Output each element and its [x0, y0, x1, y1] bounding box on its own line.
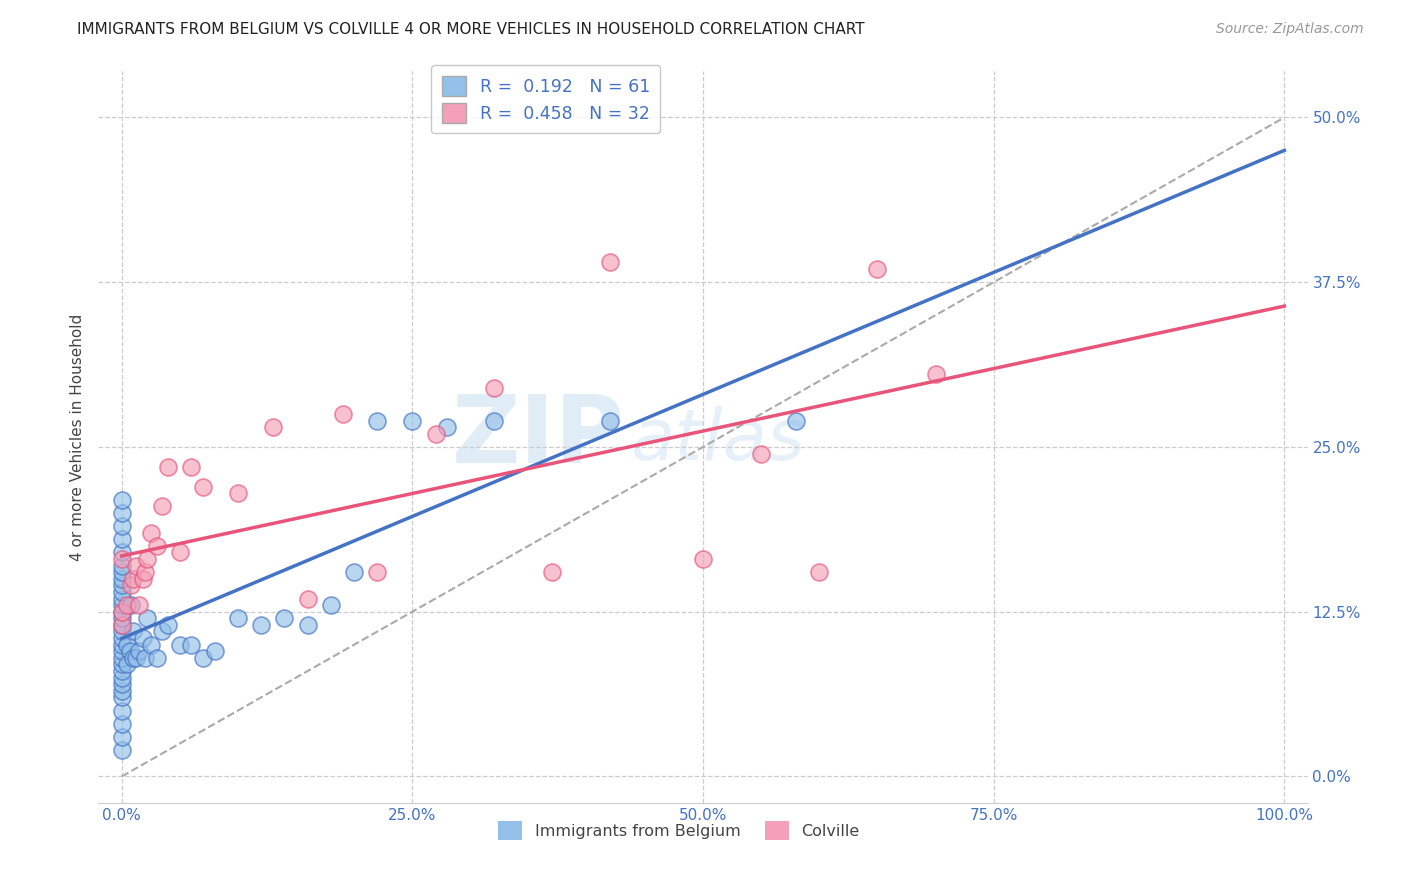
- Point: [111, 519, 134, 533]
- Point: [226, 611, 249, 625]
- Point: [117, 638, 139, 652]
- Point: [785, 414, 807, 428]
- Point: [157, 459, 180, 474]
- Point: [191, 650, 214, 665]
- Point: [111, 650, 134, 665]
- Point: [319, 598, 342, 612]
- Point: [111, 618, 134, 632]
- Point: [111, 716, 134, 731]
- Point: [343, 565, 366, 579]
- Point: [273, 611, 295, 625]
- Point: [120, 578, 142, 592]
- Point: [150, 500, 173, 514]
- Point: [139, 525, 162, 540]
- Point: [128, 644, 150, 658]
- Point: [124, 650, 146, 665]
- Point: [482, 381, 505, 395]
- Point: [111, 638, 134, 652]
- Point: [131, 631, 153, 645]
- Point: [180, 459, 202, 474]
- Point: [128, 598, 150, 612]
- Legend: Immigrants from Belgium, Colville: Immigrants from Belgium, Colville: [492, 814, 866, 846]
- Point: [111, 671, 134, 685]
- Point: [136, 552, 159, 566]
- Point: [366, 565, 388, 579]
- Point: [866, 262, 889, 277]
- Point: [111, 730, 134, 744]
- Point: [262, 420, 284, 434]
- Point: [111, 631, 134, 645]
- Point: [131, 572, 153, 586]
- Point: [111, 492, 134, 507]
- Point: [111, 533, 134, 547]
- Point: [180, 638, 202, 652]
- Point: [111, 664, 134, 678]
- Point: [111, 683, 134, 698]
- Point: [111, 598, 134, 612]
- Point: [226, 486, 249, 500]
- Point: [401, 414, 423, 428]
- Point: [425, 426, 447, 441]
- Point: [204, 644, 226, 658]
- Point: [145, 539, 167, 553]
- Point: [150, 624, 173, 639]
- Point: [482, 414, 505, 428]
- Point: [297, 618, 319, 632]
- Point: [599, 414, 621, 428]
- Point: [692, 552, 714, 566]
- Point: [250, 618, 273, 632]
- Point: [111, 677, 134, 691]
- Point: [540, 565, 562, 579]
- Point: [111, 558, 134, 573]
- Point: [111, 611, 134, 625]
- Point: [808, 565, 831, 579]
- Point: [111, 743, 134, 757]
- Point: [111, 605, 134, 619]
- Point: [111, 644, 134, 658]
- Point: [117, 598, 139, 612]
- Point: [111, 591, 134, 606]
- Point: [111, 578, 134, 592]
- Text: atlas: atlas: [630, 406, 806, 475]
- Point: [169, 638, 191, 652]
- Point: [111, 585, 134, 599]
- Point: [122, 572, 145, 586]
- Point: [111, 572, 134, 586]
- Point: [111, 506, 134, 520]
- Point: [120, 598, 142, 612]
- Point: [124, 558, 146, 573]
- Point: [122, 650, 145, 665]
- Point: [122, 624, 145, 639]
- Point: [599, 255, 621, 269]
- Point: [134, 650, 156, 665]
- Text: ZIP: ZIP: [451, 391, 624, 483]
- Point: [111, 624, 134, 639]
- Point: [118, 644, 141, 658]
- Point: [111, 657, 134, 672]
- Point: [111, 545, 134, 559]
- Y-axis label: 4 or more Vehicles in Household: 4 or more Vehicles in Household: [69, 313, 84, 561]
- Point: [191, 479, 214, 493]
- Point: [924, 368, 946, 382]
- Point: [139, 638, 162, 652]
- Point: [111, 704, 134, 718]
- Point: [117, 657, 139, 672]
- Text: IMMIGRANTS FROM BELGIUM VS COLVILLE 4 OR MORE VEHICLES IN HOUSEHOLD CORRELATION : IMMIGRANTS FROM BELGIUM VS COLVILLE 4 OR…: [77, 22, 865, 37]
- Point: [297, 591, 319, 606]
- Point: [111, 690, 134, 705]
- Point: [366, 414, 388, 428]
- Point: [145, 650, 167, 665]
- Point: [749, 446, 772, 460]
- Text: Source: ZipAtlas.com: Source: ZipAtlas.com: [1216, 22, 1364, 37]
- Point: [136, 611, 159, 625]
- Point: [111, 605, 134, 619]
- Point: [157, 618, 180, 632]
- Point: [111, 618, 134, 632]
- Point: [436, 420, 458, 434]
- Point: [111, 565, 134, 579]
- Point: [134, 565, 156, 579]
- Point: [111, 552, 134, 566]
- Point: [169, 545, 191, 559]
- Point: [332, 407, 354, 421]
